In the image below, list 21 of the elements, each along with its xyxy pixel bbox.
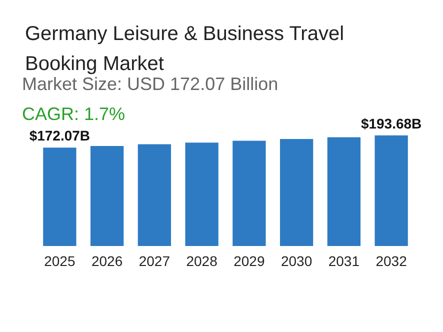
text: CAGR: 1.7%: [22, 104, 126, 124]
bar: [374, 135, 408, 246]
x-tick-label: 2028: [186, 253, 218, 269]
x-tick-label: 2025: [44, 253, 76, 269]
x-tick-label: 2032: [376, 253, 408, 269]
x-tick-label: 2027: [138, 253, 170, 269]
x-tick-label: 2031: [328, 253, 360, 269]
x-tick-label: 2029: [234, 253, 265, 269]
bar: [280, 139, 314, 246]
bar: [43, 148, 76, 246]
data-label: $193.68B: [360, 115, 422, 132]
bar: [138, 144, 172, 246]
bar: [90, 146, 124, 246]
chart-title: Germany Leisure & Business Travel Booking Market: [25, 23, 350, 75]
bar: [232, 140, 266, 246]
data-label: $172.07B: [29, 128, 90, 144]
bar: [185, 142, 218, 246]
x-tick-label: 2030: [280, 253, 312, 269]
x-tick-label: 2026: [91, 253, 123, 269]
chart-subtitle: Market Size: USD 172.07 Billion: [22, 74, 278, 94]
bar: [327, 137, 361, 246]
